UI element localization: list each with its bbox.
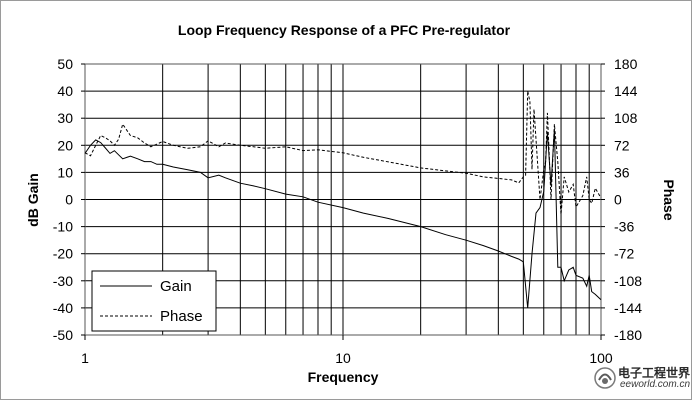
legend: Gain Phase [91, 270, 217, 332]
x-axis-label: Frequency [308, 369, 379, 385]
y-tick-label: 30 [57, 110, 73, 126]
series-line-gain [84, 128, 602, 308]
y-tick-label: 0 [65, 192, 73, 208]
y-tick-label: -30 [53, 273, 73, 289]
y2-tick-label: 180 [614, 56, 638, 72]
y-tick-label: 10 [57, 164, 73, 180]
y-tick-label: 20 [57, 137, 73, 153]
y2-tick-label: 144 [614, 83, 638, 99]
legend-label-phase: Phase [160, 308, 203, 325]
y2-tick-label: -108 [614, 273, 642, 289]
watermark-logo-icon [594, 367, 616, 389]
x-tick-label: 10 [335, 350, 351, 366]
legend-box [91, 270, 217, 332]
y-axis-label: dB Gain [25, 173, 41, 227]
x-tick-label: 100 [589, 350, 613, 366]
watermark-text-en: eeworld.com.cn [620, 379, 691, 390]
y2-tick-label: -36 [614, 219, 634, 235]
y2-tick-label: -72 [614, 246, 634, 262]
y2-tick-label: 108 [614, 110, 638, 126]
y-tick-label: -20 [53, 246, 73, 262]
y2-tick-label: -180 [614, 327, 642, 343]
x-axis: 1 10 100 [81, 335, 613, 366]
y-tick-label: 50 [57, 56, 73, 72]
y2-axis-label: Phase [661, 179, 677, 220]
y-tick-label: -40 [53, 300, 73, 316]
x-tick-label: 1 [81, 350, 89, 366]
y-axis-right: 180 144 108 72 36 0 -36 -72 -108 -144 -180 [601, 56, 642, 343]
y2-tick-label: 0 [614, 192, 622, 208]
chart-title: Loop Frequency Response of a PFC Pre-reg… [178, 22, 511, 38]
y-tick-label: -50 [53, 327, 73, 343]
y-tick-label: 40 [57, 83, 73, 99]
y2-tick-label: -144 [614, 300, 642, 316]
y2-tick-label: 36 [614, 164, 630, 180]
watermark: 电子工程世界 eeworld.com.cn [594, 364, 690, 394]
y-tick-label: -10 [53, 219, 73, 235]
series-line-phase [84, 90, 602, 215]
y2-tick-label: 72 [614, 137, 630, 153]
watermark-text-cn: 电子工程世界 [618, 366, 691, 380]
legend-label-gain: Gain [160, 278, 192, 295]
series-layer [84, 90, 602, 308]
y-axis-left: 50 40 30 20 10 0 -10 -20 -30 -40 -50 [53, 56, 85, 343]
